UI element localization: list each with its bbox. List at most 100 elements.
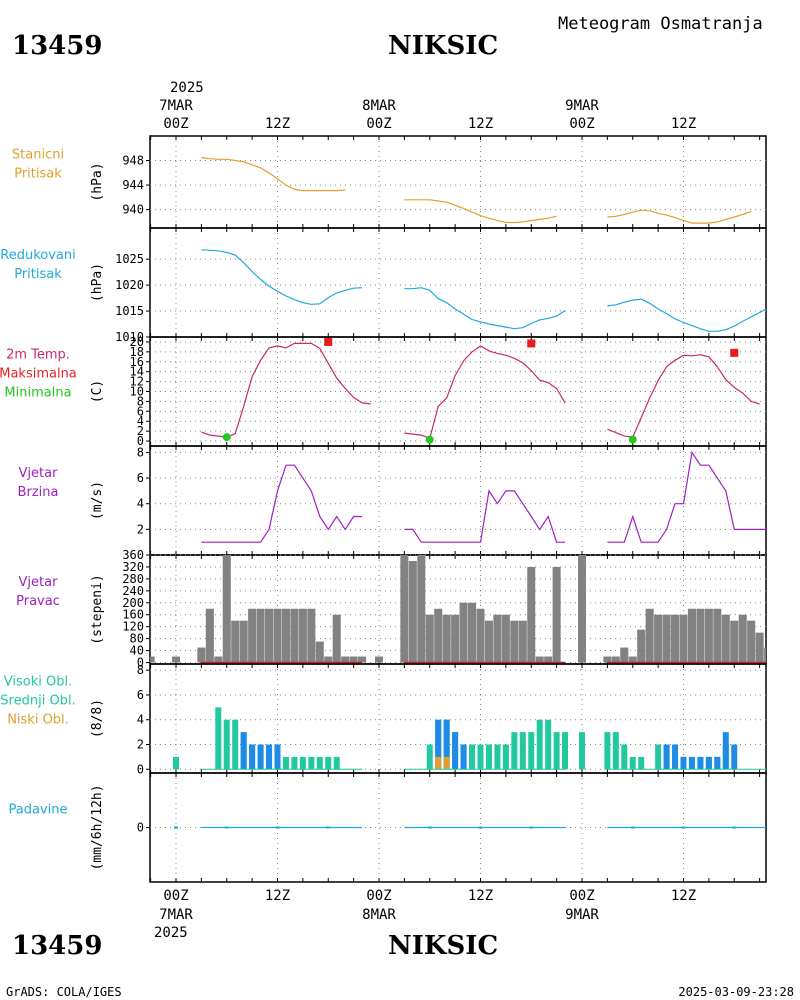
header-station-id-bottom: 13459 — [12, 931, 103, 961]
panel-frame-station_pressure — [149, 135, 767, 229]
cloud-bar — [249, 744, 256, 770]
series-line-station_pressure — [201, 156, 346, 192]
header-station-name-top: NIKSIC — [388, 31, 499, 61]
time-tick-label-bottom: 12Z — [265, 888, 290, 904]
panel-plot-area-wind_speed — [201, 450, 766, 543]
wind-direction-bar — [400, 555, 409, 663]
y-tick-label: 40 — [130, 644, 144, 658]
header-product-title: Meteogram Osmatranja — [558, 14, 763, 34]
cloud-bar — [621, 744, 628, 770]
wind-direction-bar — [645, 608, 654, 663]
panel-plot-area-temperature — [201, 337, 760, 444]
precip-bar — [174, 826, 178, 829]
wind-direction-bar — [205, 608, 214, 663]
cloud-bar — [680, 756, 687, 770]
date-label-top: 7MAR — [159, 98, 193, 114]
wind-direction-bar — [484, 620, 493, 663]
wind-direction-bar — [324, 656, 333, 663]
panel-title-wind_direction: Pravac — [16, 594, 60, 609]
date-label-bottom: 8MAR — [362, 907, 396, 923]
tmax-marker — [324, 337, 333, 346]
y-tick-label: 2 — [137, 424, 144, 438]
panel-title-wind_direction: Vjetar — [19, 575, 59, 590]
panel-title-temperature: 2m Temp. — [6, 348, 70, 363]
wind-direction-bar — [730, 620, 739, 663]
wind-direction-bar — [671, 614, 680, 663]
wind-direction-bar — [611, 656, 620, 663]
precip-bar — [529, 826, 534, 829]
y-tick-label: 1015 — [115, 304, 144, 318]
series-line-station_pressure — [607, 209, 752, 224]
wind-direction-bar — [239, 620, 248, 663]
y-tick-label: 2 — [137, 738, 144, 752]
wind-direction-bar — [248, 608, 257, 663]
panel-title-wind_speed: Brzina — [18, 485, 59, 500]
wind-direction-bar — [442, 614, 451, 663]
y-tick-label: 80 — [130, 632, 144, 646]
series-line-reduced_pressure — [201, 249, 363, 305]
y-tick-label: 0 — [137, 656, 144, 670]
wind-direction-bar — [747, 620, 756, 663]
precip-bar — [427, 826, 432, 829]
panel-title-wind_speed: Vjetar — [19, 466, 59, 481]
header-station-name-bottom: NIKSIC — [388, 931, 499, 961]
cloud-bar — [502, 744, 509, 770]
wind-direction-bar — [535, 656, 544, 663]
panel-plot-area-wind_direction — [150, 555, 766, 664]
wind-direction-bar — [281, 608, 290, 663]
wind-direction-bar — [349, 656, 358, 663]
cloud-bar — [672, 744, 679, 770]
y-tick-label: 4 — [137, 414, 144, 428]
date-label-top: 8MAR — [362, 98, 396, 114]
cloud-bar — [291, 756, 298, 770]
y-axis-label-station_pressure: (hPa) — [90, 162, 105, 201]
wind-direction-bar — [620, 647, 629, 663]
cloud-bar — [452, 732, 459, 770]
cloud-bar — [528, 732, 535, 770]
panel-title-temperature: Minimalna — [4, 386, 71, 401]
y-tick-label: 4 — [137, 497, 144, 511]
cloud-bar — [705, 756, 712, 770]
wind-direction-bar — [764, 647, 766, 663]
date-label-bottom: 7MAR — [159, 907, 193, 923]
time-tick-label-bottom: 00Z — [569, 888, 594, 904]
cloud-bar — [325, 756, 332, 770]
panel-plot-area-reduced_pressure — [201, 249, 766, 332]
cloud-bar — [663, 744, 670, 770]
time-tick-label-top: 12Z — [671, 116, 696, 132]
wind-direction-bar — [434, 608, 443, 663]
footer-software-credit: GrADS: COLA/IGES — [6, 985, 122, 999]
wind-direction-bar — [713, 608, 722, 663]
y-tick-label: 280 — [122, 572, 144, 586]
cloud-bar — [215, 707, 222, 770]
y-tick-label: 14 — [130, 365, 144, 379]
wind-direction-bar — [222, 555, 231, 663]
cloud-bar — [435, 719, 442, 770]
wind-direction-bar — [603, 656, 612, 663]
cloud-bar — [688, 756, 695, 770]
precip-bar — [630, 826, 635, 829]
cloud-bar — [443, 756, 450, 770]
date-label-top: 9MAR — [565, 98, 599, 114]
time-tick-label-top: 00Z — [366, 116, 391, 132]
cloud-bar — [519, 732, 526, 770]
cloud-bar — [536, 719, 543, 770]
cloud-bar — [562, 732, 569, 770]
wind-direction-bar — [408, 560, 417, 663]
wind-direction-bar — [315, 641, 324, 663]
precip-bar — [681, 826, 686, 829]
wind-direction-bar — [273, 608, 282, 663]
wind-direction-bar — [425, 614, 434, 663]
cloud-bar — [553, 732, 560, 770]
panel-frame-reduced_pressure — [149, 227, 767, 338]
panel-title-precipitation: Padavine — [9, 803, 68, 818]
y-tick-label: 4 — [137, 713, 144, 727]
time-tick-label-bottom: 12Z — [468, 888, 493, 904]
wind-direction-bar — [417, 555, 426, 663]
cloud-bar — [257, 744, 264, 770]
header-station-id-top: 13459 — [12, 31, 103, 61]
wind-direction-bar — [358, 656, 367, 663]
cloud-bar — [714, 756, 721, 770]
wind-direction-bar — [518, 620, 527, 663]
cloud-bar — [545, 719, 552, 770]
